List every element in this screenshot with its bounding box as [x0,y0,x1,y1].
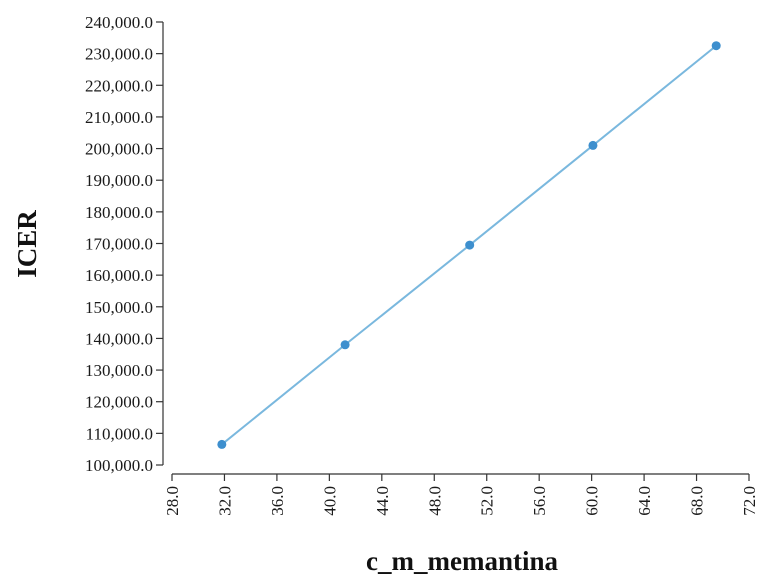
data-point [588,140,598,150]
x-tick-label: 68.0 [688,486,707,516]
y-tick-label: 170,000.0 [85,235,153,254]
x-tick-label: 72.0 [740,486,759,516]
y-tick-label: 140,000.0 [85,329,153,348]
y-tick-label: 110,000.0 [86,424,153,443]
x-tick-label: 52.0 [478,486,497,516]
data-point [217,439,227,449]
series-layer [217,41,721,449]
x-axis-title: c_m_memantina [366,546,558,576]
y-tick-label: 240,000.0 [85,13,153,32]
y-tick-label: 150,000.0 [85,298,153,317]
x-tick-label: 28.0 [163,486,182,516]
y-axis: 100,000.0 110,000.0 120,000.0 130,000.0 140,… [85,13,164,475]
data-point [711,41,721,51]
y-tick-label: 190,000.0 [85,171,153,190]
y-tick-label: 160,000.0 [85,266,153,285]
data-point [340,340,350,350]
data-point [465,240,475,250]
x-tick-label: 48.0 [425,486,444,516]
y-tick-label: 200,000.0 [85,140,153,159]
x-tick-label: 56.0 [530,486,549,516]
x-tick-label: 36.0 [268,486,287,516]
y-tick-label: 180,000.0 [85,203,153,222]
y-axis-title: ICER [12,210,42,278]
y-tick-label: 130,000.0 [85,361,153,380]
y-tick-label: 220,000.0 [85,76,153,95]
y-tick-label: 120,000.0 [85,393,153,412]
y-tick-label: 230,000.0 [85,45,153,64]
x-tick-label: 44.0 [373,486,392,516]
x-tick-label: 32.0 [215,486,234,516]
x-tick-label: 64.0 [635,486,654,516]
y-tick-label: 100,000.0 [85,456,153,475]
x-tick-label: 60.0 [583,486,602,516]
x-tick-label: 40.0 [320,486,339,516]
y-tick-label: 210,000.0 [85,108,153,127]
x-axis: 28.0 32.0 36.0 40.0 44.0 48.0 52.0 56.0 60.0 64.0… [163,473,759,516]
